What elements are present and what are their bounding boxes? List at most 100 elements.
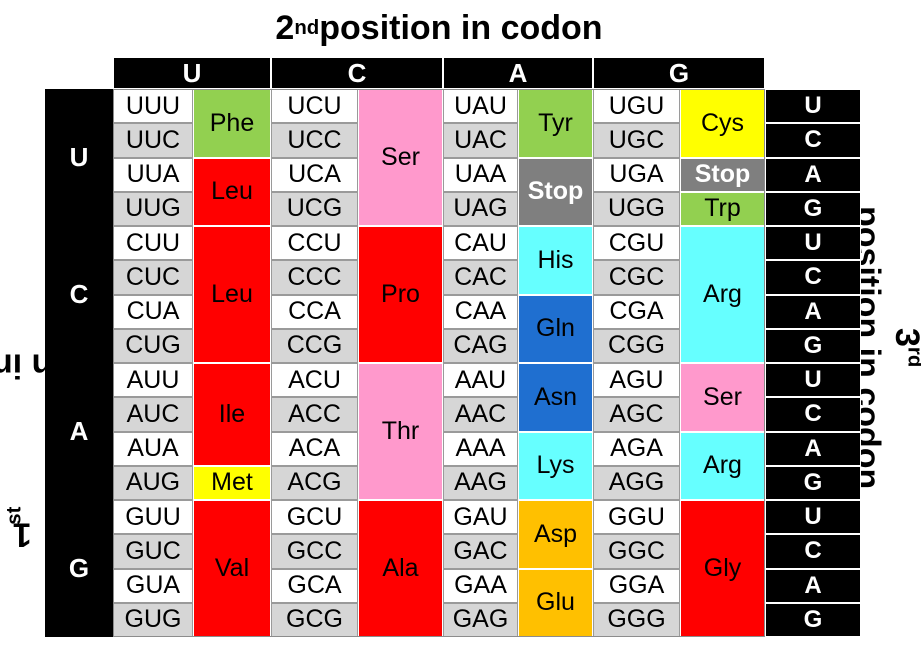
codon-cell: CAG <box>443 328 518 363</box>
codon-cell: AGA <box>593 431 680 466</box>
amino-acid-ile: Ile <box>193 363 271 466</box>
amino-acid-ser: Ser <box>680 363 765 432</box>
third-position-label: C <box>765 534 861 569</box>
amino-acid-ser: Ser <box>358 89 443 226</box>
codon-cell: UCU <box>271 89 358 124</box>
codon-cell: UAA <box>443 157 518 192</box>
codon-cell: UUA <box>113 157 193 192</box>
codon-cell: AUC <box>113 397 193 432</box>
codon-cell: UAC <box>443 123 518 158</box>
codon-cell: AGC <box>593 397 680 432</box>
third-position-label: A <box>765 568 861 603</box>
third-position-label: C <box>765 123 861 158</box>
codon-cell: GCA <box>271 568 358 603</box>
codon-cell: AAU <box>443 363 518 398</box>
amino-acid-lys: Lys <box>518 431 593 500</box>
third-position-label: U <box>765 500 861 535</box>
amino-acid-phe: Phe <box>193 89 271 158</box>
amino-acid-tyr: Tyr <box>518 89 593 158</box>
amino-acid-thr: Thr <box>358 363 443 500</box>
codon-cell: ACA <box>271 431 358 466</box>
codon-cell: CUU <box>113 226 193 261</box>
codon-cell: UCA <box>271 157 358 192</box>
codon-cell: GGC <box>593 534 680 569</box>
codon-cell: CGA <box>593 294 680 329</box>
amino-acid-arg: Arg <box>680 431 765 500</box>
third-position-title: 3rd position in codon <box>848 206 921 490</box>
amino-acid-pro: Pro <box>358 226 443 363</box>
codon-cell: UUU <box>113 89 193 124</box>
amino-acid-leu: Leu <box>193 157 271 226</box>
codon-cell: CAA <box>443 294 518 329</box>
codon-cell: GGA <box>593 568 680 603</box>
codon-cell: CUA <box>113 294 193 329</box>
codon-cell: GAC <box>443 534 518 569</box>
codon-cell: GCC <box>271 534 358 569</box>
stop-codon-cell: Stop <box>680 157 765 192</box>
codon-cell: AAG <box>443 465 518 500</box>
codon-cell: GGG <box>593 602 680 637</box>
amino-acid-cys: Cys <box>680 89 765 158</box>
third-position-label: G <box>765 602 861 637</box>
first-position-title: 1st position in codon <box>0 345 164 554</box>
codon-cell: UGU <box>593 89 680 124</box>
codon-cell: AUG <box>113 465 193 500</box>
second-position-header-c: C <box>271 57 443 89</box>
codon-cell: UCC <box>271 123 358 158</box>
codon-cell: CGG <box>593 328 680 363</box>
third-position-label: U <box>765 226 861 261</box>
amino-acid-met: Met <box>193 465 271 500</box>
codon-cell: UAU <box>443 89 518 124</box>
codon-cell: GCG <box>271 602 358 637</box>
second-position-header-a: A <box>443 57 593 89</box>
codon-cell: UGC <box>593 123 680 158</box>
codon-cell: GAU <box>443 500 518 535</box>
third-position-label: A <box>765 431 861 466</box>
codon-cell: GUU <box>113 500 193 535</box>
third-position-label: U <box>765 363 861 398</box>
first-position-label-u: U <box>45 89 113 226</box>
amino-acid-leu: Leu <box>193 226 271 363</box>
amino-acid-glu: Glu <box>518 568 593 637</box>
amino-acid-gly: Gly <box>680 500 765 637</box>
codon-cell: CUC <box>113 260 193 295</box>
first-position-label-c: C <box>45 226 113 363</box>
codon-cell: UGA <box>593 157 680 192</box>
third-position-label: A <box>765 294 861 329</box>
codon-cell: AGG <box>593 465 680 500</box>
third-position-label: C <box>765 397 861 432</box>
codon-cell: CCC <box>271 260 358 295</box>
first-position-label-g: G <box>45 500 113 637</box>
first-position-label-a: A <box>45 363 113 500</box>
codon-cell: CCA <box>271 294 358 329</box>
stop-codon-cell: Stop <box>518 157 593 226</box>
codon-cell: UAG <box>443 191 518 226</box>
codon-cell: GUG <box>113 602 193 637</box>
second-position-header-g: G <box>593 57 765 89</box>
amino-acid-gln: Gln <box>518 294 593 363</box>
codon-cell: CGC <box>593 260 680 295</box>
third-position-label: G <box>765 191 861 226</box>
third-position-label: C <box>765 260 861 295</box>
codon-cell: GUA <box>113 568 193 603</box>
codon-cell: GCU <box>271 500 358 535</box>
codon-cell: AUA <box>113 431 193 466</box>
third-position-label: G <box>765 465 861 500</box>
codon-cell: CUG <box>113 328 193 363</box>
codon-cell: CCG <box>271 328 358 363</box>
codon-cell: UUG <box>113 191 193 226</box>
codon-cell: AAA <box>443 431 518 466</box>
codon-cell: UCG <box>271 191 358 226</box>
amino-acid-asp: Asp <box>518 500 593 569</box>
codon-cell: GAA <box>443 568 518 603</box>
third-position-label: G <box>765 328 861 363</box>
codon-cell: GUC <box>113 534 193 569</box>
amino-acid-val: Val <box>193 500 271 637</box>
amino-acid-his: His <box>518 226 593 295</box>
codon-cell: CGU <box>593 226 680 261</box>
third-position-label: U <box>765 89 861 124</box>
codon-cell: ACG <box>271 465 358 500</box>
codon-cell: ACC <box>271 397 358 432</box>
amino-acid-ala: Ala <box>358 500 443 637</box>
